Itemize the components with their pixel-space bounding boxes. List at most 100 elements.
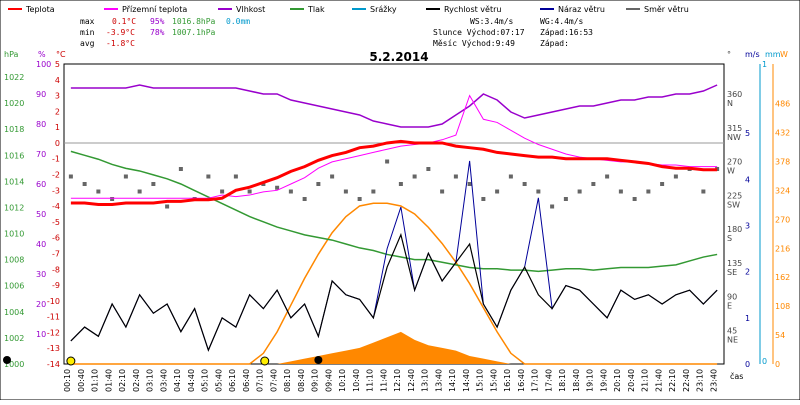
tick-label-w: 486 bbox=[775, 100, 790, 109]
x-tick-label: 15:40 bbox=[489, 369, 498, 392]
unit-ms: m/s bbox=[745, 50, 760, 59]
wind-direction-point bbox=[398, 182, 403, 186]
tick-label-hpa: 1008 bbox=[4, 256, 24, 265]
stat-avg-label: avg bbox=[80, 39, 95, 48]
tick-label-w: 324 bbox=[775, 186, 790, 195]
tick-label-w: 378 bbox=[775, 158, 790, 167]
x-tick-label: 08:10 bbox=[283, 369, 292, 392]
sun-set: Západ:16:53 bbox=[540, 28, 593, 37]
axes: 1000100210041006100810101012101410161018… bbox=[4, 60, 790, 369]
x-tick-label: 09:10 bbox=[311, 369, 320, 392]
wind-direction-point bbox=[68, 174, 73, 179]
plot-area bbox=[3, 84, 720, 366]
x-tick-label: 03:40 bbox=[159, 369, 168, 392]
stat-max-hum: 95% bbox=[150, 17, 165, 26]
wind-direction-point bbox=[495, 189, 500, 194]
tick-label-hpa: 1006 bbox=[4, 282, 24, 291]
tick-label-degc: -4 bbox=[52, 202, 60, 211]
wind-ws: WS:3.4m/s bbox=[470, 17, 514, 26]
x-tick-label: 23:10 bbox=[696, 369, 705, 392]
tick-label-hpa: 1000 bbox=[4, 360, 24, 369]
wind-direction-point bbox=[316, 182, 321, 186]
tick-label-degc: 1 bbox=[55, 123, 60, 132]
unit-degc: °C bbox=[56, 50, 66, 59]
tick-label-dir: E bbox=[727, 302, 732, 311]
tick-label-deg: 135 bbox=[727, 259, 742, 268]
unit-hpa: hPa bbox=[4, 50, 19, 59]
tick-label-degc: 2 bbox=[55, 107, 60, 116]
wind-direction-point bbox=[701, 189, 706, 194]
tick-label-degc: 0 bbox=[55, 139, 60, 148]
tick-label-dir: NE bbox=[727, 335, 738, 344]
tick-label-deg: 270 bbox=[727, 158, 742, 167]
x-tick-label: 20:40 bbox=[627, 369, 636, 392]
x-tick-label: 11:40 bbox=[379, 369, 388, 392]
tick-label-degc: -1 bbox=[52, 155, 60, 164]
wind-direction-point bbox=[536, 189, 541, 194]
tick-label-hpa: 1018 bbox=[4, 125, 24, 134]
stat-max-press: 1016.8hPa bbox=[172, 17, 216, 26]
wind-direction-point bbox=[178, 167, 183, 171]
tick-label-degc: -8 bbox=[52, 265, 60, 274]
sun-marker bbox=[260, 356, 270, 366]
tick-label-pct: 50 bbox=[36, 210, 46, 219]
tick-label-degc: 3 bbox=[55, 92, 60, 101]
wind-direction-point bbox=[247, 189, 252, 194]
legend-label: Rychlost větru bbox=[444, 5, 501, 14]
tick-label-hpa: 1014 bbox=[4, 177, 24, 186]
legend-label: Teplota bbox=[25, 5, 55, 14]
x-tick-label: 13:10 bbox=[421, 369, 430, 392]
unit-deg: ° bbox=[727, 50, 731, 59]
moon-rise: Měsíc Východ:9:49 bbox=[433, 39, 515, 48]
tick-label-pct: 40 bbox=[36, 240, 46, 249]
wind-direction-point bbox=[426, 167, 431, 171]
tick-label-deg: 45 bbox=[727, 326, 737, 335]
tick-label-dir: N bbox=[727, 99, 733, 108]
x-tick-label: 01:10 bbox=[91, 369, 100, 392]
tick-label-dir: W bbox=[727, 167, 735, 176]
tick-label-deg: 90 bbox=[727, 293, 737, 302]
ground-temp-line bbox=[70, 94, 718, 199]
tick-label-degc: 4 bbox=[55, 76, 60, 85]
x-tick-label: 15:10 bbox=[476, 369, 485, 392]
tick-label-pct: 30 bbox=[36, 270, 46, 279]
wind-direction-point bbox=[96, 189, 101, 194]
wind-direction-point bbox=[440, 189, 445, 194]
x-tick-label: 06:10 bbox=[228, 369, 237, 392]
tick-label-dir: S bbox=[727, 234, 732, 243]
wind-direction-point bbox=[343, 189, 348, 194]
x-tick-label: 14:40 bbox=[462, 369, 471, 392]
tick-label-pct: 100 bbox=[36, 60, 51, 69]
wind-direction-point bbox=[220, 189, 225, 194]
tick-label-deg: 180 bbox=[727, 225, 742, 234]
tick-label-degc: -5 bbox=[52, 218, 60, 227]
solar-measured-area bbox=[70, 331, 718, 364]
unit-w: W bbox=[780, 50, 788, 59]
wind-direction-point bbox=[302, 197, 307, 201]
x-tick-label: 21:40 bbox=[654, 369, 663, 392]
moon-marker bbox=[314, 356, 323, 364]
tick-label-degc: -9 bbox=[52, 281, 60, 290]
tick-label-deg: 225 bbox=[727, 191, 742, 200]
x-tick-label: 18:40 bbox=[572, 369, 581, 392]
x-tick-label: 22:10 bbox=[668, 369, 677, 392]
wind-direction-point bbox=[165, 204, 170, 209]
tick-label-w: 108 bbox=[775, 302, 790, 311]
moon-set: Západ: bbox=[540, 39, 569, 48]
tick-label-hpa: 1010 bbox=[4, 230, 24, 239]
tick-label-dir: NW bbox=[727, 133, 741, 142]
tick-label-degc: -11 bbox=[47, 313, 60, 322]
wind-direction-point bbox=[151, 182, 156, 186]
tick-label-hpa: 1002 bbox=[4, 334, 24, 343]
tick-label-w: 0 bbox=[775, 360, 780, 369]
wind-direction-point bbox=[508, 174, 513, 179]
tick-label-w: 162 bbox=[775, 273, 790, 282]
x-tick-label: 05:40 bbox=[214, 369, 223, 392]
x-tick-label: 23:40 bbox=[709, 369, 718, 392]
tick-label-w: 216 bbox=[775, 244, 790, 253]
x-tick-label: 00:10 bbox=[63, 369, 72, 392]
tick-label-ms: 3 bbox=[745, 222, 750, 231]
x-tick-label: 22:40 bbox=[682, 369, 691, 392]
